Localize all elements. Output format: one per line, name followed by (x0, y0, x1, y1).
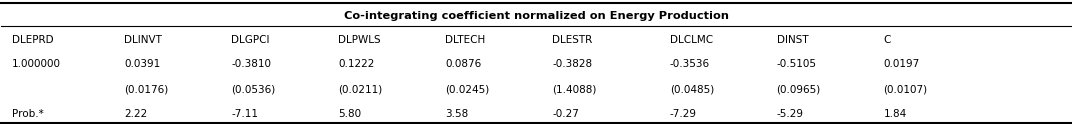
Text: 0.0197: 0.0197 (883, 59, 920, 69)
Text: DLPWLS: DLPWLS (338, 35, 381, 45)
Text: (0.0536): (0.0536) (232, 85, 276, 95)
Text: (0.0245): (0.0245) (445, 85, 489, 95)
Text: -0.3536: -0.3536 (670, 59, 710, 69)
Text: DLINVT: DLINVT (124, 35, 162, 45)
Text: -5.29: -5.29 (776, 109, 804, 119)
Text: -0.27: -0.27 (552, 109, 579, 119)
Text: 3.58: 3.58 (445, 109, 468, 119)
Text: -0.3810: -0.3810 (232, 59, 271, 69)
Text: 0.0391: 0.0391 (124, 59, 161, 69)
Text: -7.29: -7.29 (670, 109, 697, 119)
Text: DINST: DINST (776, 35, 808, 45)
Text: (1.4088): (1.4088) (552, 85, 596, 95)
Text: (0.0176): (0.0176) (124, 85, 168, 95)
Text: (0.0485): (0.0485) (670, 85, 714, 95)
Text: -0.3828: -0.3828 (552, 59, 592, 69)
Text: -7.11: -7.11 (232, 109, 258, 119)
Text: DLTECH: DLTECH (445, 35, 486, 45)
Text: (0.0965): (0.0965) (776, 85, 821, 95)
Text: DLGPCI: DLGPCI (232, 35, 270, 45)
Text: DLCLMC: DLCLMC (670, 35, 713, 45)
Text: 2.22: 2.22 (124, 109, 148, 119)
Text: (0.0211): (0.0211) (338, 85, 383, 95)
Text: Co-integrating coefficient normalized on Energy Production: Co-integrating coefficient normalized on… (343, 11, 729, 21)
Text: DLESTR: DLESTR (552, 35, 593, 45)
Text: (0.0107): (0.0107) (883, 85, 927, 95)
Text: 1.000000: 1.000000 (12, 59, 61, 69)
Text: 0.0876: 0.0876 (445, 59, 481, 69)
Text: C: C (883, 35, 891, 45)
Text: 5.80: 5.80 (338, 109, 361, 119)
Text: -0.5105: -0.5105 (776, 59, 817, 69)
Text: DLEPRD: DLEPRD (12, 35, 54, 45)
Text: 0.1222: 0.1222 (338, 59, 374, 69)
Text: Prob.*: Prob.* (12, 109, 44, 119)
Text: 1.84: 1.84 (883, 109, 907, 119)
